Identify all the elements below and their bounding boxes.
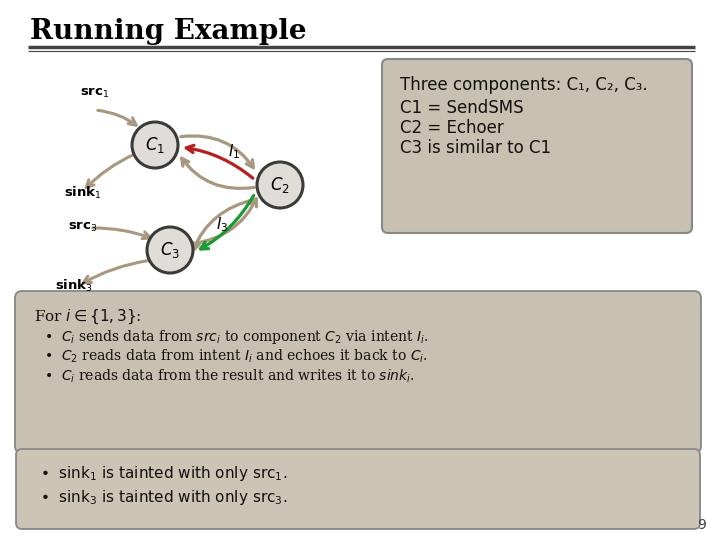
Text: sink$_1$: sink$_1$ <box>64 185 102 201</box>
Text: Running Example: Running Example <box>30 18 307 45</box>
Text: Three components: C₁, C₂, C₃.: Three components: C₁, C₂, C₃. <box>400 76 647 94</box>
Text: •  $C_i$ reads data from the result and writes it to $\mathit{sink}_i$.: • $C_i$ reads data from the result and w… <box>44 368 415 386</box>
Text: C1 = SendSMS: C1 = SendSMS <box>400 99 523 117</box>
Text: sink$_3$: sink$_3$ <box>55 278 93 294</box>
Text: C3 is similar to C1: C3 is similar to C1 <box>400 139 551 157</box>
Text: src$_3$: src$_3$ <box>68 220 97 234</box>
Text: $I_3$: $I_3$ <box>216 215 228 234</box>
FancyBboxPatch shape <box>382 59 692 233</box>
Circle shape <box>257 162 303 208</box>
Text: $C_3$: $C_3$ <box>160 240 180 260</box>
Text: •  sink$_3$ is tainted with only src$_3$.: • sink$_3$ is tainted with only src$_3$. <box>40 488 287 507</box>
Circle shape <box>132 122 178 168</box>
Circle shape <box>147 227 193 273</box>
Text: $C_2$: $C_2$ <box>270 175 290 195</box>
Text: For $i \in \{1, 3\}$:: For $i \in \{1, 3\}$: <box>34 308 142 326</box>
Text: C2 = Echoer: C2 = Echoer <box>400 119 504 137</box>
Text: $I_1$: $I_1$ <box>228 142 240 161</box>
Text: $C_1$: $C_1$ <box>145 135 165 155</box>
FancyBboxPatch shape <box>16 449 700 529</box>
Text: src$_1$: src$_1$ <box>80 86 109 100</box>
Text: •  $C_i$ sends data from $\mathit{src}_i$ to component $C_2$ via intent $I_i$.: • $C_i$ sends data from $\mathit{src}_i$… <box>44 328 429 346</box>
Text: •  $C_2$ reads data from intent $I_i$ and echoes it back to $C_i$.: • $C_2$ reads data from intent $I_i$ and… <box>44 348 428 366</box>
FancyBboxPatch shape <box>15 291 701 453</box>
Text: 9: 9 <box>697 518 706 532</box>
Text: •  sink$_1$ is tainted with only src$_1$.: • sink$_1$ is tainted with only src$_1$. <box>40 464 287 483</box>
